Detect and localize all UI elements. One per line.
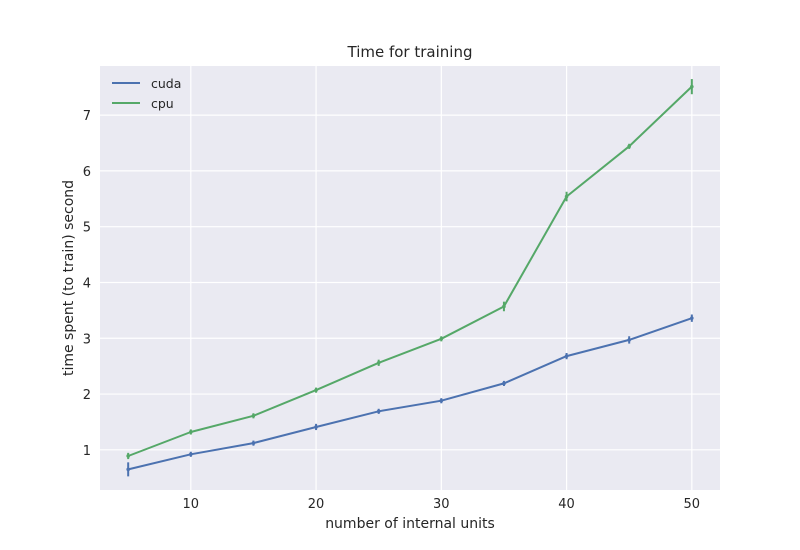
data-point-cpu bbox=[564, 194, 569, 199]
data-point-cuda bbox=[502, 381, 506, 386]
data-point-cuda bbox=[564, 354, 569, 358]
x-tick-label: 10 bbox=[183, 497, 200, 512]
y-tick-label: 4 bbox=[83, 276, 91, 291]
x-tick-label: 30 bbox=[433, 497, 450, 512]
data-point-cuda bbox=[189, 452, 193, 457]
data-point-cpu bbox=[690, 84, 694, 89]
data-point-cpu bbox=[314, 388, 318, 392]
series-layer bbox=[126, 79, 694, 477]
y-tick-label: 2 bbox=[83, 388, 91, 403]
y-tick-label: 1 bbox=[83, 444, 91, 459]
data-point-cpu bbox=[376, 361, 381, 365]
legend-label-cuda: cuda bbox=[151, 76, 181, 91]
data-point-cpu bbox=[627, 144, 631, 149]
data-point-cpu bbox=[189, 430, 193, 434]
legend-label-cpu: cpu bbox=[151, 96, 174, 111]
series-line-cuda bbox=[127, 317, 693, 471]
data-point-cpu bbox=[439, 337, 444, 341]
data-point-cpu bbox=[502, 304, 506, 309]
x-tick-label: 40 bbox=[558, 497, 575, 512]
ticks: 10 20 30 40 50 1 2 3 4 5 6 7 bbox=[83, 109, 700, 512]
data-point-cuda bbox=[314, 425, 318, 429]
data-point-cuda bbox=[126, 467, 130, 472]
y-axis-label: time spent (to train) second bbox=[61, 180, 77, 376]
data-point-cuda bbox=[627, 338, 631, 342]
x-axis-label: number of internal units bbox=[325, 516, 495, 532]
data-point-cuda bbox=[376, 409, 381, 414]
x-tick-label: 50 bbox=[684, 497, 701, 512]
y-tick-label: 7 bbox=[83, 109, 91, 124]
series-line-cpu bbox=[127, 85, 693, 457]
grid bbox=[100, 66, 720, 490]
y-tick-label: 6 bbox=[83, 165, 91, 180]
data-point-cpu bbox=[251, 414, 256, 418]
y-tick-label: 5 bbox=[83, 221, 91, 236]
data-point-cuda bbox=[251, 441, 256, 445]
plot-background bbox=[100, 66, 720, 490]
legend: cuda cpu bbox=[112, 76, 181, 111]
x-tick-label: 20 bbox=[308, 497, 325, 512]
data-point-cuda bbox=[439, 398, 444, 403]
chart-title: Time for training bbox=[347, 43, 473, 61]
y-tick-label: 3 bbox=[83, 332, 91, 347]
data-point-cpu bbox=[126, 454, 130, 458]
data-point-cuda bbox=[690, 316, 694, 320]
